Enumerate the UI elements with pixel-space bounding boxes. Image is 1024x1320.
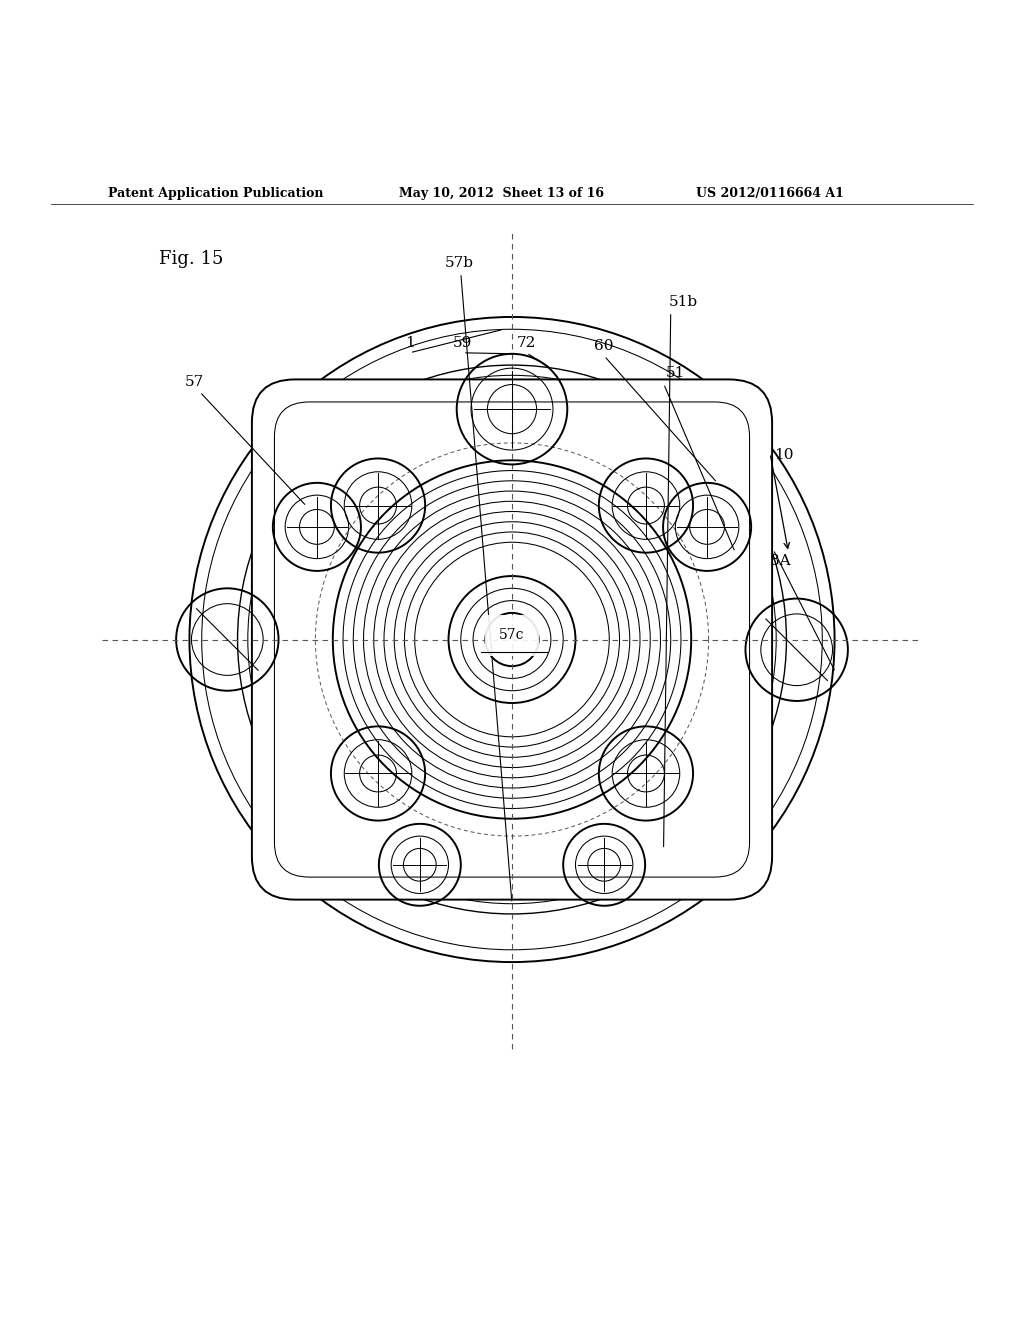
Text: 60: 60 xyxy=(594,339,614,352)
Text: 51b: 51b xyxy=(669,294,697,309)
Text: 57c: 57c xyxy=(500,628,524,643)
Text: 59: 59 xyxy=(454,335,472,350)
Text: 57: 57 xyxy=(185,375,204,388)
Text: Patent Application Publication: Patent Application Publication xyxy=(108,187,323,199)
Text: 51: 51 xyxy=(666,367,685,380)
FancyBboxPatch shape xyxy=(252,379,772,900)
Text: 10: 10 xyxy=(774,449,794,462)
Text: Fig. 15: Fig. 15 xyxy=(159,251,223,268)
FancyBboxPatch shape xyxy=(274,403,750,876)
Text: 72: 72 xyxy=(517,335,536,350)
Text: May 10, 2012  Sheet 13 of 16: May 10, 2012 Sheet 13 of 16 xyxy=(399,187,604,199)
Text: 1: 1 xyxy=(404,335,415,350)
Text: US 2012/0116664 A1: US 2012/0116664 A1 xyxy=(696,187,844,199)
Text: 8A: 8A xyxy=(770,553,791,568)
Text: 57b: 57b xyxy=(444,256,473,269)
